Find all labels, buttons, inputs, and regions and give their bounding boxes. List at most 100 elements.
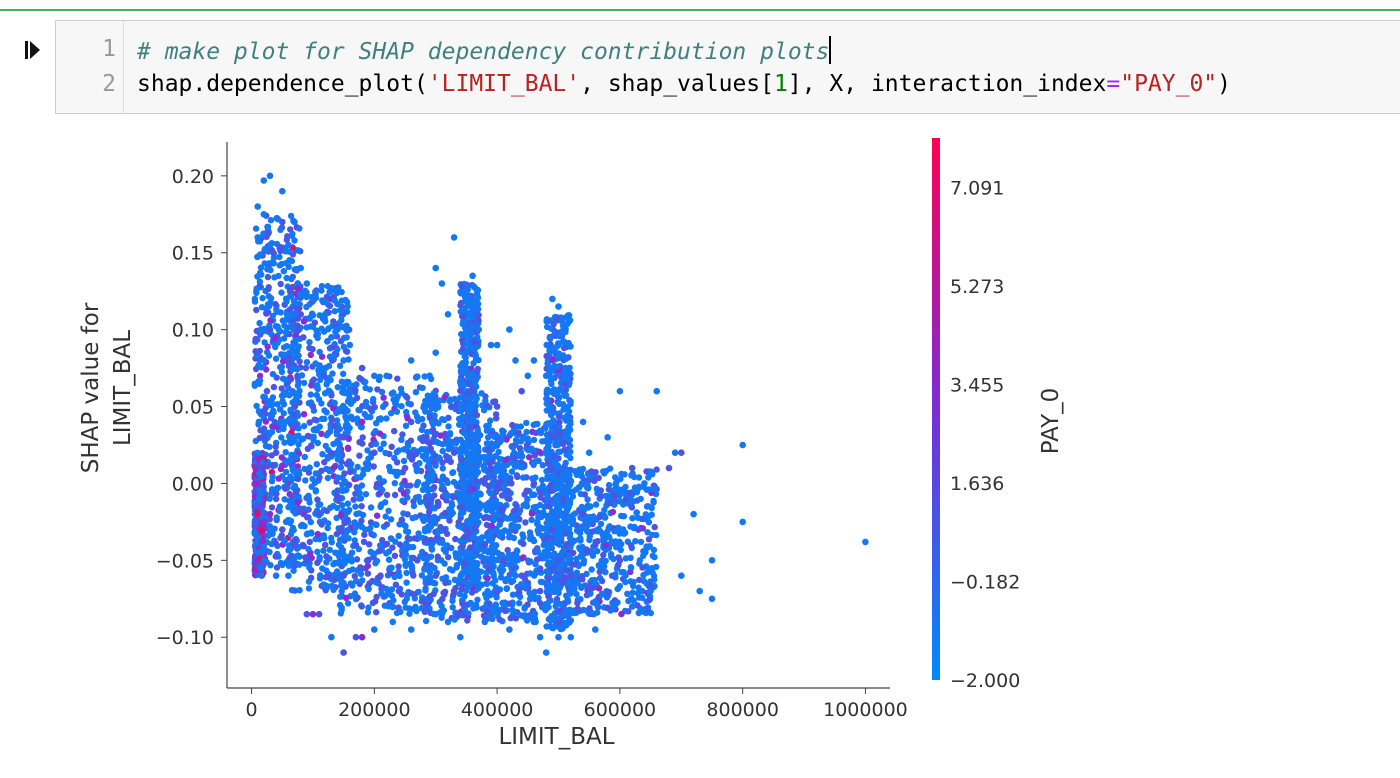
scatter-point	[395, 587, 403, 595]
scatter-point	[276, 243, 284, 251]
scatter-point	[422, 617, 430, 625]
scatter-point	[273, 564, 281, 571]
scatter-point	[287, 502, 295, 509]
scatter-point	[329, 370, 336, 377]
scatter-point	[460, 475, 467, 483]
scatter-point	[345, 378, 352, 386]
scatter-point	[548, 325, 555, 332]
scatter-point	[490, 398, 497, 406]
scatter-point	[295, 432, 302, 439]
scatter-point	[438, 602, 445, 610]
scatter-point	[286, 438, 293, 446]
scatter-point	[629, 589, 636, 596]
scatter-point	[452, 439, 460, 447]
scatter-point	[283, 259, 290, 267]
code-cell-input[interactable]: 1 2 # make plot for SHAP dependency cont…	[55, 20, 1400, 114]
colorbar-tick-label: 5.273	[950, 276, 1004, 298]
scatter-point	[287, 531, 295, 538]
scatter-point	[400, 510, 407, 517]
scatter-point	[636, 594, 643, 601]
scatter-point	[255, 455, 262, 462]
scatter-point	[443, 530, 451, 537]
scatter-point	[486, 600, 493, 607]
scatter-point	[276, 507, 283, 515]
scatter-point	[449, 567, 456, 574]
scatter-point	[412, 409, 419, 416]
scatter-point	[324, 282, 331, 290]
run-cell-icon[interactable]	[22, 37, 46, 63]
scatter-point	[323, 293, 331, 300]
scatter-point	[457, 403, 464, 410]
scatter-point	[335, 408, 342, 415]
scatter-point	[565, 489, 572, 496]
scatter-point	[362, 491, 370, 498]
scatter-point	[481, 480, 489, 487]
scatter-point	[650, 546, 658, 554]
scatter-point	[526, 454, 533, 461]
scatter-point	[534, 527, 541, 534]
scatter-point	[377, 415, 384, 422]
scatter-point	[708, 595, 716, 603]
scatter-point	[651, 523, 658, 531]
scatter-point	[345, 356, 352, 363]
scatter-point	[690, 510, 697, 518]
scatter-point	[319, 451, 326, 458]
scatter-point	[424, 503, 432, 510]
scatter-point	[286, 349, 293, 356]
scatter-point	[333, 417, 341, 424]
code-line[interactable]: shap.dependence_plot('LIMIT_BAL', shap_v…	[137, 71, 1231, 97]
scatter-point	[493, 403, 501, 410]
scatter-point	[431, 492, 438, 499]
scatter-point	[342, 594, 350, 602]
scatter-point	[487, 500, 494, 507]
scatter-point	[516, 445, 524, 452]
scatter-point	[651, 576, 658, 583]
scatter-point	[483, 594, 491, 601]
scatter-point	[458, 586, 465, 593]
scatter-point	[280, 344, 288, 351]
scatter-point	[561, 574, 568, 581]
scatter-point	[463, 287, 470, 295]
scatter-point	[385, 603, 392, 610]
scatter-point	[388, 443, 395, 450]
scatter-point	[357, 474, 364, 481]
scatter-point	[377, 480, 384, 487]
scatter-point	[543, 341, 550, 349]
scatter-point	[520, 534, 527, 541]
scatter-point	[549, 583, 556, 590]
scatter-point	[555, 387, 562, 395]
scatter-point	[630, 498, 637, 505]
scatter-point	[635, 474, 643, 481]
scatter-point	[525, 447, 532, 454]
scatter-point	[357, 570, 365, 578]
scatter-point	[523, 487, 530, 494]
scatter-point	[616, 498, 624, 505]
scatter-point	[566, 534, 574, 541]
scatter-point	[545, 552, 553, 560]
scatter-point	[307, 442, 315, 449]
scatter-point	[503, 585, 511, 592]
scatter-point	[417, 498, 424, 506]
scatter-point	[481, 618, 489, 626]
scatter-point	[609, 508, 617, 516]
scatter-point	[431, 431, 439, 439]
scatter-point	[430, 390, 437, 397]
scatter-point	[325, 520, 332, 527]
scatter-point	[457, 511, 464, 518]
scatter-point	[380, 394, 387, 401]
scatter-point	[433, 438, 440, 445]
scatter-point	[285, 357, 292, 364]
code-line[interactable]: # make plot for SHAP dependency contribu…	[137, 36, 832, 65]
scatter-point	[305, 545, 312, 553]
x-tick-label: 600000	[584, 699, 657, 721]
scatter-point	[555, 492, 563, 499]
scatter-point	[346, 341, 354, 349]
scatter-point	[542, 649, 550, 656]
scatter-point	[285, 480, 292, 487]
scatter-point	[407, 357, 415, 364]
scatter-point	[264, 343, 271, 350]
scatter-point	[343, 460, 351, 468]
scatter-point	[337, 464, 345, 471]
scatter-point	[555, 341, 562, 349]
scatter-point	[460, 605, 468, 612]
